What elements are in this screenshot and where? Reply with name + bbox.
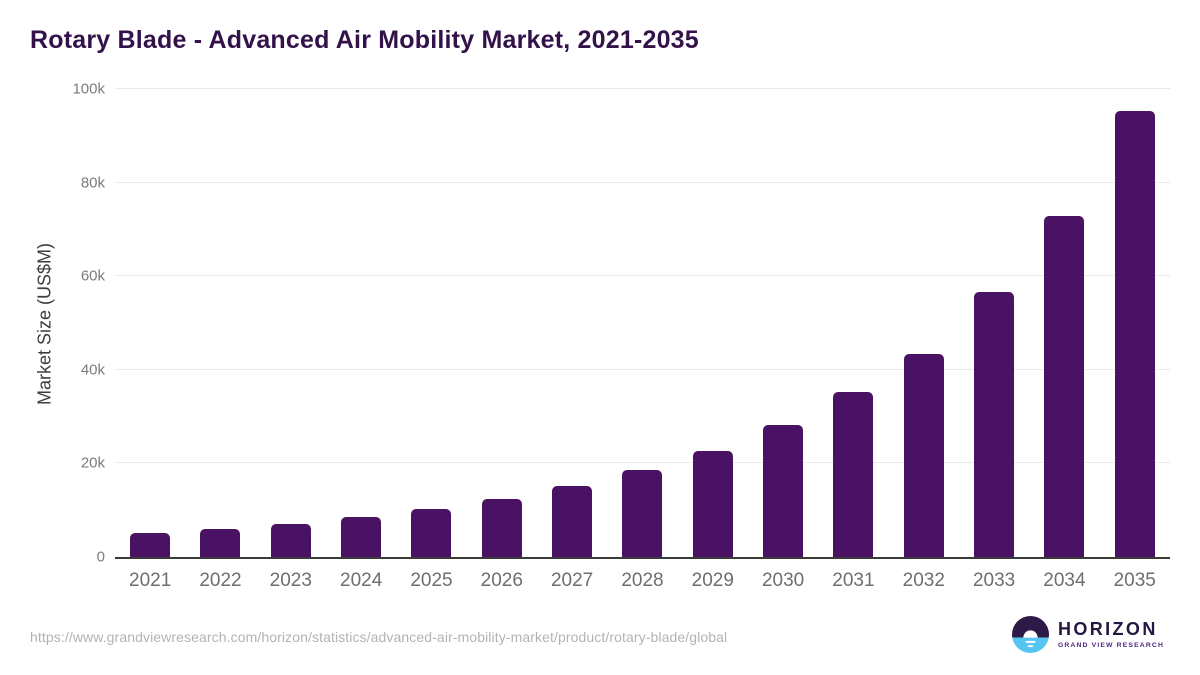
gridline-40k: [115, 368, 1170, 370]
bar-column-2032: 2032: [889, 89, 959, 591]
bar-column-2023: 2023: [256, 89, 326, 591]
bar-column-2031: 2031: [818, 89, 888, 591]
x-tick-label-2030: 2030: [761, 570, 805, 591]
y-tick-label-0: 0: [96, 548, 105, 566]
bar-column-2033: 2033: [959, 89, 1029, 591]
chart-title: Rotary Blade - Advanced Air Mobility Mar…: [30, 26, 699, 54]
bar-column-2029: 2029: [678, 89, 748, 591]
x-tick-label-2022: 2022: [199, 570, 242, 591]
bar-2025: [411, 508, 452, 557]
y-tick-label-100k: 100k: [72, 80, 105, 98]
bar-column-2021: 2021: [115, 89, 185, 591]
bar-2026: [481, 498, 522, 557]
bar-2022: [200, 528, 241, 557]
bar-column-2022: 2022: [185, 89, 255, 591]
x-tick-label-2025: 2025: [410, 570, 453, 591]
bar-column-2028: 2028: [607, 89, 677, 591]
x-tick-label-2032: 2032: [902, 570, 945, 591]
x-tick-label-2021: 2021: [129, 570, 172, 591]
y-tick-label-20k: 20k: [80, 454, 105, 472]
bar-2024: [341, 516, 382, 557]
horizon-logo-icon: [1011, 616, 1049, 653]
bar-2023: [270, 523, 311, 557]
bar-2034: [1044, 215, 1085, 557]
bar-column-2035: 2035: [1100, 89, 1170, 591]
logo-text: HORIZON GRAND VIEW RESEARCH: [1057, 619, 1164, 649]
x-tick-label-2034: 2034: [1043, 570, 1086, 591]
gridline-20k: [115, 462, 1170, 464]
bar-column-2030: 2030: [748, 89, 818, 591]
x-tick-label-2035: 2035: [1113, 570, 1156, 591]
bar-2028: [622, 469, 663, 557]
x-tick-label-2023: 2023: [269, 570, 312, 591]
bars-row: 2021 2022 2023 2024 2025 2026 2027 2028 2029 2030…: [115, 89, 1170, 591]
bar-2033: [974, 291, 1015, 557]
x-tick-label-2027: 2027: [550, 570, 594, 591]
horizon-logo: HORIZON GRAND VIEW RESEARCH: [1011, 616, 1164, 653]
bar-2027: [552, 486, 593, 557]
gridline-100k: [115, 88, 1170, 89]
y-axis-title: Market Size (US$M): [34, 242, 55, 406]
logo-name: HORIZON: [1057, 619, 1158, 640]
x-tick-label-2026: 2026: [480, 570, 523, 591]
gridline-60k: [115, 275, 1170, 277]
gridline-80k: [115, 181, 1170, 183]
bar-column-2026: 2026: [467, 89, 537, 591]
bar-2029: [692, 451, 733, 557]
bar-column-2034: 2034: [1029, 89, 1099, 591]
y-tick-label-80k: 80k: [80, 174, 105, 192]
x-tick-label-2028: 2028: [621, 570, 664, 591]
bar-2030: [763, 425, 804, 557]
x-tick-label-2033: 2033: [972, 570, 1016, 591]
bar-column-2027: 2027: [537, 89, 607, 591]
bar-2035: [1114, 111, 1155, 557]
x-tick-label-2029: 2029: [691, 570, 734, 591]
plot-area: 0 20k 40k 60k 80k 100k 2021 2022 2023 2024 2025 202…: [72, 82, 1170, 591]
bar-2021: [130, 533, 171, 557]
bar-2031: [833, 391, 874, 557]
y-tick-label-60k: 60k: [80, 267, 105, 285]
source-url: https://www.grandviewresearch.com/horizo…: [30, 629, 728, 645]
logo-subtitle: GRAND VIEW RESEARCH: [1057, 641, 1164, 649]
bar-2032: [903, 353, 944, 557]
bar-column-2024: 2024: [326, 89, 396, 591]
y-tick-label-40k: 40k: [80, 361, 105, 379]
x-tick-label-2031: 2031: [832, 570, 875, 591]
x-tick-label-2024: 2024: [340, 570, 383, 591]
bar-column-2025: 2025: [396, 89, 466, 591]
